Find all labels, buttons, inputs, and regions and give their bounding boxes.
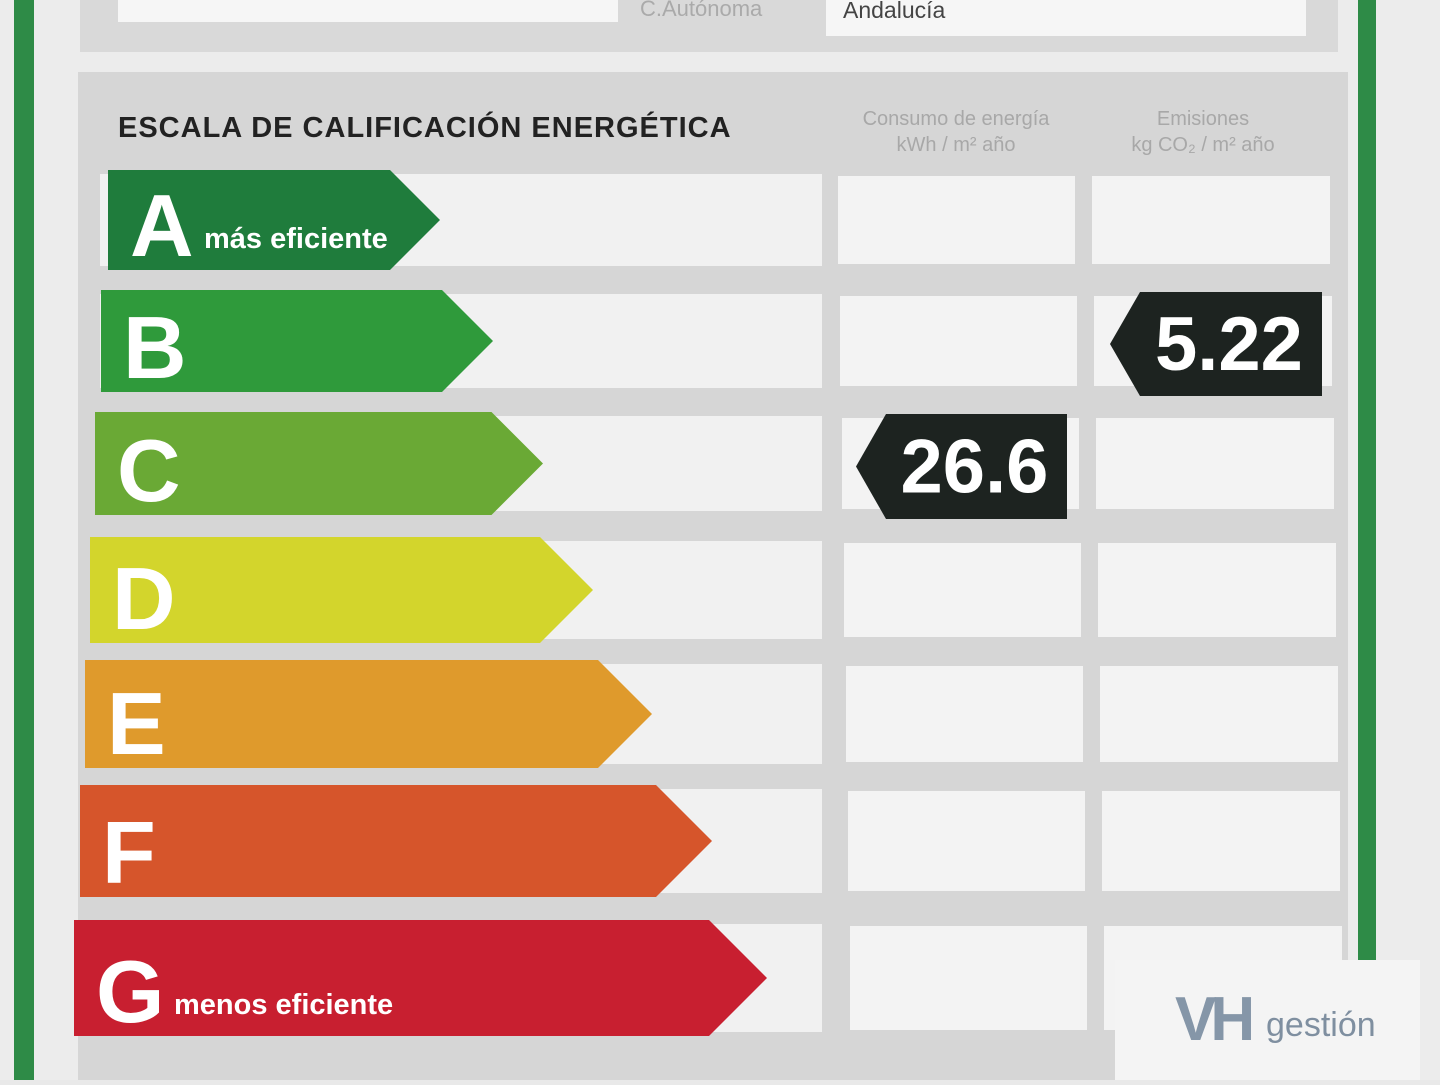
rating-letter: G [96, 942, 164, 1041]
rating-letter: A [130, 176, 194, 275]
rating-letter: E [107, 674, 166, 773]
value-tag [856, 414, 1067, 519]
rating-arrow [95, 412, 543, 515]
rating-note: más eficiente [204, 223, 388, 255]
region: Andalucía [843, 0, 946, 23]
rating-letter: F [102, 803, 156, 902]
green-border-right [1358, 0, 1376, 1080]
rating-arrow [90, 537, 593, 643]
rating-arrow [101, 290, 493, 392]
cell [1092, 176, 1330, 264]
value-text: 26.6 [901, 425, 1049, 510]
rating-letter: C [117, 421, 181, 520]
cell [850, 926, 1087, 1030]
cell [1098, 543, 1336, 637]
value-text: 5.22 [1155, 302, 1303, 387]
rating-arrow [74, 920, 767, 1036]
cell [840, 296, 1077, 386]
column-unit: kWh / m² año [897, 134, 1016, 156]
top-cell [118, 0, 618, 22]
rating-letter: D [112, 549, 176, 648]
column-title: Consumo de energía [863, 108, 1051, 130]
cell [1100, 666, 1338, 762]
cell [844, 543, 1081, 637]
rating-arrow [80, 785, 712, 897]
logo-text: gestión [1266, 1006, 1376, 1044]
green-border-left [14, 0, 34, 1080]
column-unit: kg CO₂ / m² año [1131, 134, 1274, 156]
cell [1096, 418, 1334, 509]
scale-title: ESCALA DE CALIFICACIÓN ENERGÉTICA [118, 110, 732, 144]
value-tag [1110, 292, 1322, 396]
logo-mark: VH [1175, 985, 1251, 1054]
rating-arrow [108, 170, 440, 270]
column-title: Emisiones [1157, 108, 1249, 130]
logo-box [1115, 960, 1420, 1080]
rating-arrow [85, 660, 652, 768]
region-label: C.Autónoma [640, 0, 763, 21]
top-cell [826, 0, 1306, 36]
cell [848, 791, 1085, 891]
cell [838, 176, 1075, 264]
rating-letter: B [123, 298, 187, 397]
rating-note: menos eficiente [174, 989, 393, 1021]
cell [846, 666, 1083, 762]
cell [1102, 791, 1340, 891]
